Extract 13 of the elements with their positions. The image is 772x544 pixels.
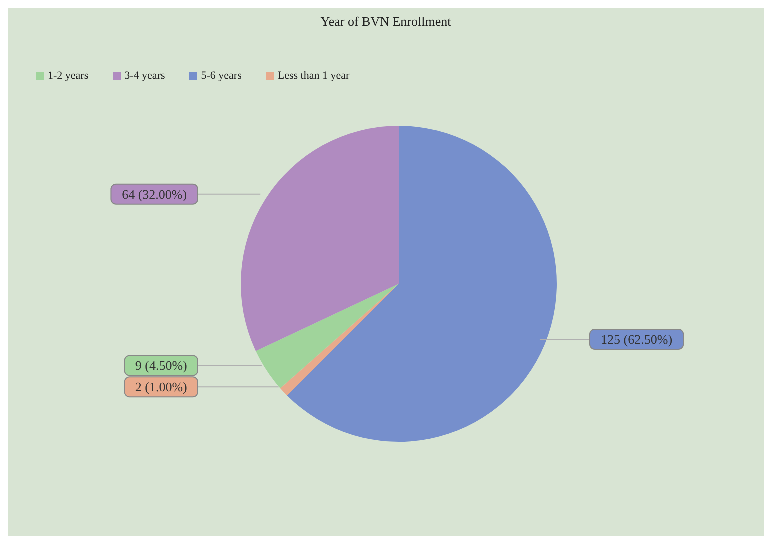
pie-slice <box>241 126 399 352</box>
data-label: 2 (1.00%) <box>135 380 188 395</box>
data-label: 125 (62.50%) <box>601 332 673 347</box>
pie-slice <box>280 284 399 396</box>
data-label: 9 (4.50%) <box>135 358 188 374</box>
chart-title: Year of BVN Enrollment <box>320 14 452 30</box>
legend-label: 5-6 years <box>201 70 242 82</box>
data-label: 64 (32.00%) <box>122 186 188 202</box>
legend-label: 1-2 years <box>48 70 89 82</box>
pie-slice <box>287 126 557 442</box>
pie-slice <box>256 284 399 388</box>
legend-label: 3-4 years <box>124 70 166 82</box>
legend-label: Less than 1 year <box>278 70 350 82</box>
